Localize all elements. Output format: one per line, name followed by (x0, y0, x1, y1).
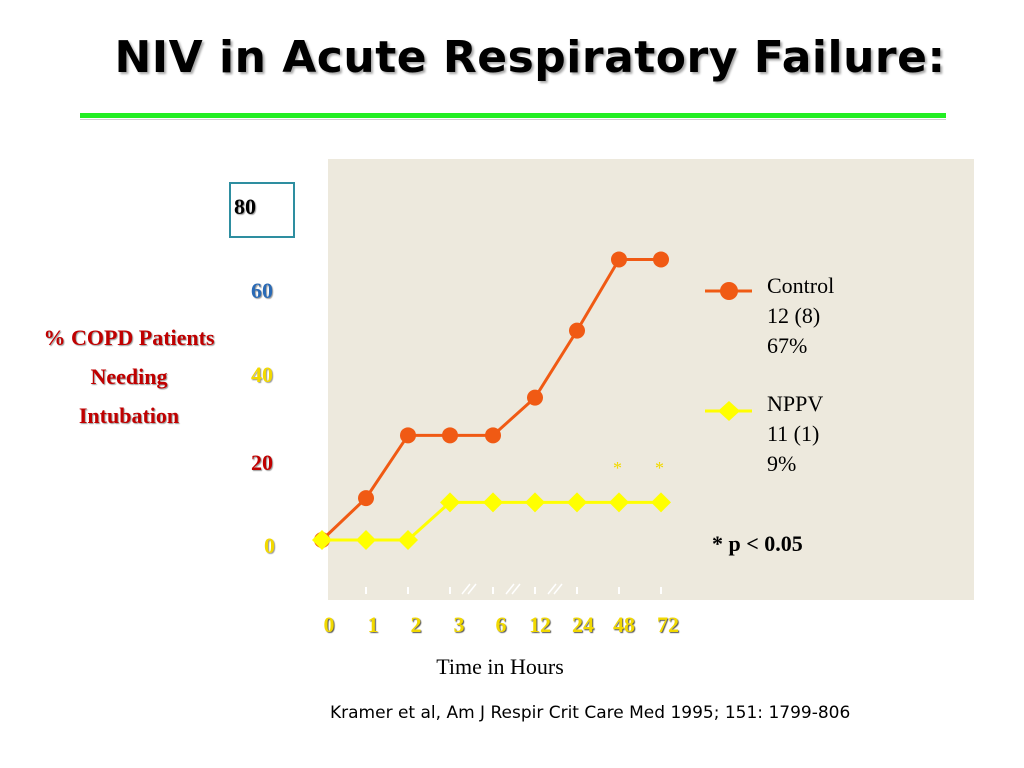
legend-line: NPPV (767, 391, 824, 416)
x-tick-label: 72 (657, 612, 679, 637)
legend-control-text: Control 12 (8) 67% (767, 271, 834, 361)
legend-line: 67% (767, 333, 808, 358)
data-point-nppv (398, 530, 418, 550)
data-point-nppv (440, 492, 460, 513)
data-point-nppv (483, 492, 503, 513)
x-tick-label: 12 (529, 612, 551, 637)
data-point-control (527, 389, 543, 406)
significance-asterisk: * (613, 458, 622, 478)
title-underline (80, 113, 946, 118)
axis-break-mark (505, 583, 515, 595)
y-axis-label-line: Intubation (78, 403, 180, 428)
data-point-control (358, 490, 374, 507)
x-tick-label: 2 (410, 612, 422, 637)
x-axis-label: Time in Hours (436, 654, 564, 679)
x-tick-label: 6 (495, 612, 507, 637)
significance-asterisk: * (655, 458, 664, 478)
axis-break-mark (467, 583, 477, 595)
legend-line: Control (767, 273, 835, 298)
legend-marker-nppv (718, 401, 740, 421)
axis-break-mark (547, 583, 557, 595)
legend-line: 11 (1) (767, 421, 820, 446)
y-tick-80-box (229, 182, 295, 238)
data-point-nppv (525, 492, 545, 513)
data-point-control (611, 251, 627, 268)
legend-line: 12 (8) (767, 303, 821, 328)
data-point-control (569, 322, 585, 339)
data-point-nppv (651, 492, 671, 513)
data-point-nppv (312, 530, 332, 550)
x-tick-label: 0 (323, 612, 335, 637)
y-tick-label: 20 (251, 450, 273, 475)
title-underline-shadow (80, 119, 946, 120)
legend-line: 9% (767, 451, 797, 476)
axis-break-mark (511, 583, 521, 595)
slide-title: NIV in Acute Respiratory Failure: (114, 32, 946, 83)
axis-break-mark (461, 583, 471, 595)
data-point-nppv (356, 530, 376, 550)
y-tick-label: 40 (251, 362, 273, 387)
y-axis-label-line: % COPD Patients (43, 325, 215, 350)
data-point-control (442, 427, 458, 444)
data-point-control (400, 427, 416, 444)
x-tick-label: 48 (613, 612, 635, 637)
plot-area (328, 159, 974, 600)
legend-marker-control (720, 282, 738, 300)
data-point-control (485, 427, 501, 444)
x-tick-label: 1 (367, 612, 379, 637)
data-point-nppv (609, 492, 629, 513)
axis-break-mark (553, 583, 563, 595)
citation: Kramer et al, Am J Respir Crit Care Med … (330, 703, 851, 723)
significance-note: * p < 0.05 (712, 531, 803, 556)
x-tick-label: 24 (572, 612, 594, 637)
data-point-nppv (567, 492, 587, 513)
y-tick-label: 0 (264, 533, 275, 558)
y-axis-label: % COPD Patients Needing Intubation (4, 318, 254, 435)
x-tick-label: 3 (453, 612, 465, 637)
y-axis-label-line: Needing (90, 364, 168, 389)
legend-nppv-text: NPPV 11 (1) 9% (767, 389, 823, 479)
data-point-control (653, 251, 669, 268)
y-tick-label: 80 (234, 194, 256, 219)
y-tick-label: 60 (251, 278, 273, 303)
